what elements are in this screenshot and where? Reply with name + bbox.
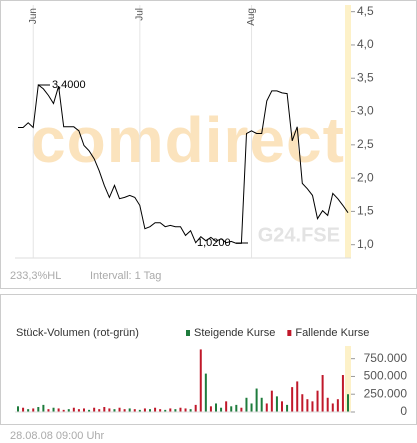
volume-bar	[275, 396, 278, 412]
volume-bar	[265, 403, 268, 412]
watermark: comdirect	[30, 104, 345, 176]
y-tick-label: 4,5	[357, 4, 374, 18]
volume-bar	[128, 408, 131, 412]
volume-bar	[321, 375, 324, 412]
volume-bar	[194, 404, 197, 412]
volume-bar	[347, 394, 349, 412]
volume-bar	[235, 404, 238, 412]
volume-bar	[32, 408, 35, 412]
volume-bar	[260, 397, 263, 412]
volume-bar	[164, 409, 167, 412]
y-tick-label: 2,0	[357, 170, 374, 184]
timestamp: 28.08.08 09:00 Uhr	[10, 430, 105, 442]
volume-bar	[204, 373, 207, 412]
volume-bar	[123, 409, 126, 412]
volume-bar	[331, 403, 334, 412]
volume-bar	[291, 387, 294, 412]
volume-bar	[98, 409, 101, 412]
y-tick-label: 250.000	[364, 386, 408, 400]
annotation: 3,4000	[52, 79, 86, 91]
volume-bar	[245, 397, 248, 412]
interval: Intervall: 1 Tag	[90, 270, 161, 282]
volume-bar	[281, 401, 283, 412]
volume-bar	[93, 407, 96, 412]
y-tick-label: 4,0	[357, 37, 374, 51]
volume-bar	[169, 408, 172, 412]
exchange-watermark: G24.FSE	[258, 224, 340, 246]
volume-bar	[83, 408, 85, 412]
volume-bar	[118, 407, 121, 412]
y-tick-label: 2,5	[357, 137, 374, 151]
volume-bar	[154, 407, 157, 412]
x-tick-label: Aug	[246, 8, 257, 26]
volume-bar	[230, 406, 233, 412]
legend-swatch	[287, 330, 292, 336]
volume-bar	[108, 408, 111, 412]
legend-label: Steigende Kurse	[194, 327, 275, 339]
volume-bar	[159, 409, 162, 412]
volume-bar	[88, 409, 91, 412]
today-strip	[345, 5, 351, 258]
volume-bar	[296, 381, 299, 412]
legend-label: Fallende Kurse	[295, 327, 369, 339]
volume-panel	[0, 294, 417, 425]
y-tick-label: 500.000	[364, 369, 408, 383]
volume-bar	[209, 406, 212, 412]
volume-bar	[52, 407, 55, 412]
volume-title: Stück-Volumen (rot-grün)	[16, 327, 139, 339]
volume-bar	[184, 408, 187, 412]
volume-bar	[143, 408, 146, 412]
volume-bar	[42, 404, 45, 412]
volume-bar	[27, 409, 30, 412]
volume-bar	[138, 409, 141, 412]
volume-bar	[255, 388, 258, 412]
volume-bar	[17, 406, 19, 412]
volume-bar	[199, 349, 202, 412]
volume-bar	[316, 390, 319, 412]
volume-bar	[22, 407, 25, 412]
volume-bar	[103, 407, 106, 412]
volume-bar	[77, 409, 80, 412]
volume-bar	[37, 407, 40, 412]
y-tick-label: 1,0	[357, 237, 374, 251]
volume-bar	[336, 399, 339, 412]
volume-bar	[301, 394, 304, 412]
volume-bar	[240, 407, 243, 412]
volume-bar	[47, 409, 50, 412]
y-tick-label: 3,5	[357, 70, 374, 84]
volume-bar	[113, 409, 116, 412]
volume-bar	[326, 397, 329, 412]
annotation: 1,0200	[197, 237, 231, 249]
volume-bar	[72, 407, 75, 412]
volume-bar	[225, 401, 228, 412]
volume-bar	[270, 390, 273, 412]
volume-bar	[189, 409, 192, 412]
x-tick-label: Jun	[28, 8, 39, 24]
volume-bar	[179, 407, 182, 412]
volume-bar	[250, 403, 253, 412]
volume-bar	[62, 409, 65, 412]
volume-bar	[286, 404, 289, 412]
y-tick-label: 0	[400, 404, 407, 418]
y-tick-label: 3,0	[357, 104, 374, 118]
volume-bar	[306, 399, 309, 412]
volume-bar	[311, 401, 314, 412]
y-tick-label: 750.000	[364, 351, 408, 365]
x-tick-label: Jul	[134, 8, 145, 21]
today-strip	[345, 346, 351, 412]
volume-bar	[215, 403, 217, 412]
volume-bar	[341, 375, 344, 412]
volume-bar	[149, 409, 151, 412]
legend-swatch	[186, 330, 190, 336]
volume-bar	[220, 407, 223, 412]
y-tick-label: 1,5	[357, 204, 374, 218]
volume-bar	[133, 409, 136, 412]
volume-bar	[57, 408, 60, 412]
volume-bar	[67, 409, 70, 412]
volume-bar	[174, 409, 177, 412]
price-line	[18, 83, 349, 244]
range-note: 233,3%HL	[10, 270, 61, 282]
